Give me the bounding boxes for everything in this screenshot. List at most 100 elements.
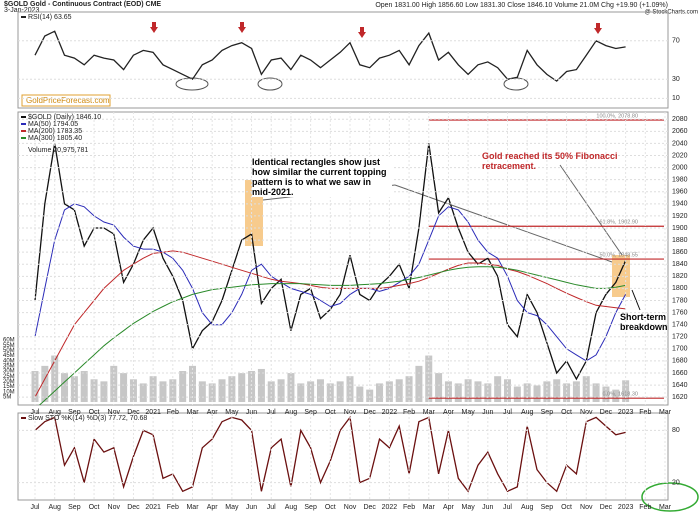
- highlight-ellipse: [175, 77, 209, 91]
- fib-label: 100.0%, 2078.80: [596, 113, 638, 119]
- x-tick-label: Nov: [344, 409, 357, 416]
- volume-bar: [504, 379, 511, 402]
- volume-tick-label: 15M: [3, 384, 15, 390]
- y-tick-label: 80: [672, 427, 680, 434]
- volume-bar: [257, 368, 265, 402]
- legend-label: RSI(14) 63.65: [28, 14, 72, 21]
- x-tick-label: Nov: [580, 504, 593, 511]
- x-tick-label: Sep: [541, 409, 554, 416]
- symbol: $GOLD Gold - Continuous Contract (EOD) C…: [4, 1, 161, 8]
- y-tick-label: 20: [672, 479, 680, 486]
- x-tick-label: Dec: [363, 504, 376, 511]
- volume-bar: [366, 389, 374, 402]
- volume-bar: [267, 381, 275, 402]
- y-tick-label: 1840: [672, 261, 688, 268]
- series-line: [34, 30, 626, 82]
- arrow: [238, 22, 246, 33]
- x-tick-label: Jul: [267, 504, 276, 511]
- annotation: Gold reached its 50% Fibonacci retraceme…: [482, 151, 618, 171]
- y-tick-label: 1980: [672, 177, 688, 184]
- volume-bar: [622, 380, 630, 402]
- y-tick-label: 10: [672, 95, 680, 102]
- y-tick-label: 30: [672, 76, 680, 83]
- volume-bar: [513, 386, 521, 402]
- x-tick-label: Sep: [541, 504, 554, 511]
- volume-bar: [61, 373, 69, 402]
- x-tick-label: Jun: [482, 504, 493, 511]
- volume-bar: [444, 381, 452, 402]
- volume-bar: [80, 371, 88, 402]
- y-tick-label: 1720: [672, 334, 688, 341]
- volume-bar: [425, 355, 433, 402]
- volume-bar: [464, 379, 472, 402]
- x-tick-label: Feb: [639, 504, 651, 511]
- volume-bar: [376, 383, 384, 402]
- x-tick-label: Apr: [207, 504, 219, 511]
- x-tick-label: May: [225, 504, 239, 511]
- x-tick-label: Feb: [167, 409, 179, 416]
- volume-bar: [31, 371, 39, 402]
- fib-label: 50.0%, 1848.55: [599, 253, 638, 259]
- volume-bar: [435, 373, 443, 402]
- y-tick-label: 1860: [672, 249, 688, 256]
- x-tick-label: 2022: [382, 409, 398, 416]
- fib-label: 61.8%, 1902.90: [599, 220, 638, 226]
- legend-label: $GOLD (Daily) 1846.10: [28, 114, 101, 121]
- y-tick-label: 1960: [672, 189, 688, 196]
- volume-bar: [218, 379, 226, 402]
- legend-label: MA(300) 1805.40: [28, 135, 82, 142]
- y-tick-label: 1660: [672, 370, 688, 377]
- volume-bar: [189, 365, 196, 402]
- date: 3-Jan-2023: [4, 7, 40, 14]
- x-tick-label: Jul: [267, 409, 276, 416]
- highlight-ellipse: [257, 77, 283, 91]
- annotation: Identical rectangles show just how simil…: [252, 157, 392, 197]
- volume-bar: [287, 373, 295, 402]
- annotation: Short-term breakdown: [620, 312, 668, 332]
- volume-bar: [169, 379, 177, 402]
- x-tick-label: Oct: [561, 409, 572, 416]
- x-tick-label: May: [462, 504, 476, 511]
- volume-bar: [90, 379, 98, 402]
- x-tick-label: Sep: [68, 504, 81, 511]
- volume-tick-label: 40M: [3, 358, 15, 364]
- x-tick-label: Oct: [89, 504, 100, 511]
- volume-tick-label: 60M: [3, 338, 15, 344]
- x-tick-label: Mar: [659, 409, 672, 416]
- y-tick-label: 1740: [672, 321, 688, 328]
- y-tick-label: 1820: [672, 273, 688, 280]
- x-tick-label: Feb: [403, 409, 415, 416]
- x-tick-label: Apr: [443, 409, 455, 416]
- x-tick-label: Apr: [443, 504, 455, 511]
- volume-bar: [238, 373, 246, 402]
- x-tick-label: Oct: [325, 409, 336, 416]
- y-tick-label: 2060: [672, 128, 688, 135]
- x-tick-label: Jul: [31, 409, 40, 416]
- y-tick-label: 1900: [672, 225, 688, 232]
- x-tick-label: Aug: [285, 409, 298, 416]
- y-tick-label: 1880: [672, 237, 688, 244]
- x-tick-label: Nov: [580, 409, 593, 416]
- volume-bar: [553, 379, 561, 402]
- x-tick-label: Sep: [68, 409, 81, 416]
- pointer: [559, 164, 623, 256]
- volume-bar: [336, 381, 344, 402]
- x-tick-label: Jul: [503, 504, 512, 511]
- volume-tick-label: 10M: [3, 389, 15, 395]
- x-tick-label: Mar: [186, 409, 199, 416]
- volume-bar: [120, 373, 128, 402]
- volume-bar: [316, 379, 324, 402]
- logo: GoldPriceForecast.com: [26, 96, 110, 105]
- panel-frame: [17, 412, 669, 501]
- x-tick-label: Jun: [482, 409, 493, 416]
- y-tick-label: 1700: [672, 346, 688, 353]
- x-tick-label: 2023: [618, 409, 634, 416]
- y-tick-label: 70: [672, 38, 680, 45]
- volume-bar: [139, 383, 147, 402]
- x-tick-label: 2021: [145, 409, 161, 416]
- volume-bar: [51, 355, 59, 402]
- logo-box: [21, 94, 111, 107]
- legend-label: Slow STO %K(14) %D(3) 77.72, 70.68: [28, 415, 147, 422]
